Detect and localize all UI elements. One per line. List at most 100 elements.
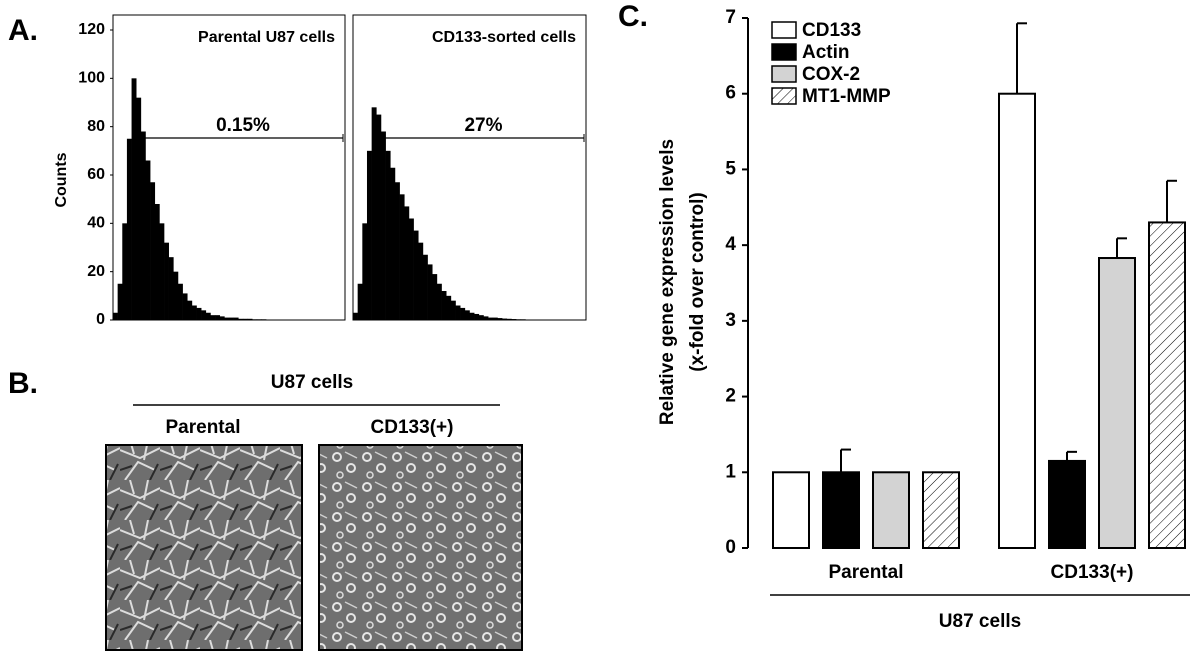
histogram-bar: [261, 319, 267, 320]
histogram-bar: [506, 318, 512, 320]
bar: [822, 471, 860, 549]
gate-annotation: 0.15%: [216, 115, 270, 136]
histogram-bar: [362, 223, 368, 320]
histogram-title: Parental U87 cells: [198, 29, 335, 46]
image-caption: CD133(+): [371, 417, 454, 438]
y-tick-label: 0: [96, 311, 105, 328]
legend-label: COX-2: [802, 64, 860, 85]
histogram-bar: [224, 317, 230, 320]
histogram-bar: [131, 78, 137, 320]
y-tick-label: 40: [87, 215, 105, 232]
y-tick-label: 2: [725, 386, 736, 407]
legend-swatch: [771, 21, 797, 39]
legend-label: Actin: [802, 42, 850, 63]
y-tick-label: 100: [78, 70, 105, 87]
histogram-bar: [357, 283, 363, 320]
histogram-bar: [177, 283, 183, 320]
histogram-bar: [422, 254, 428, 320]
y-tick-label: 0: [725, 537, 736, 558]
y-tick-label: 7: [725, 7, 736, 28]
micrograph: [318, 444, 523, 651]
histogram-bar: [210, 315, 216, 320]
histogram-bar: [187, 300, 193, 320]
image-caption: Parental: [166, 417, 241, 438]
group-label: U87 cells: [271, 372, 353, 393]
histogram-bar: [229, 317, 234, 320]
histogram-bar: [492, 317, 498, 320]
legend-label: CD133: [802, 20, 861, 41]
histogram-bar: [159, 223, 165, 320]
histogram-bar: [469, 312, 475, 320]
histogram-bar: [460, 307, 466, 320]
y-tick-label: 1: [725, 461, 736, 482]
histogram-bar: [455, 305, 461, 320]
histogram-bar: [182, 293, 188, 320]
histogram-bar: [126, 138, 132, 320]
bar: [1148, 221, 1186, 550]
histogram-bar: [520, 319, 526, 320]
histogram-bar: [497, 318, 503, 320]
histogram-bar: [173, 271, 179, 320]
histogram-bar: [205, 312, 211, 320]
histogram-bar: [488, 317, 494, 320]
histogram-bar: [191, 305, 197, 320]
histogram-bar: [418, 242, 424, 320]
histogram-bar: [446, 295, 452, 320]
histogram-bar: [122, 223, 128, 320]
histogram-bar: [436, 283, 442, 320]
histogram-bar: [154, 204, 160, 320]
histogram-bar: [215, 315, 221, 320]
histogram-bar: [399, 194, 405, 320]
legend-label: MT1-MMP: [802, 86, 891, 107]
histogram-bar: [196, 307, 202, 320]
y-tick-label: 80: [87, 118, 105, 135]
histogram-bar: [238, 318, 244, 320]
y-tick-label: 60: [87, 166, 105, 183]
panel-label: A.: [8, 14, 38, 47]
panel-label: B.: [8, 367, 38, 400]
histogram-bar: [168, 257, 174, 320]
histogram-bar: [371, 107, 377, 320]
histogram-bar: [233, 317, 239, 320]
x-tick-label: CD133(+): [1051, 562, 1134, 583]
x-axis-label: U87 cells: [939, 611, 1021, 632]
histogram-bar: [450, 300, 456, 320]
histogram-bar: [432, 274, 438, 320]
histogram-bar: [404, 206, 410, 320]
bar: [998, 92, 1036, 549]
histogram-bar: [413, 230, 419, 320]
histogram-bar: [353, 312, 358, 320]
x-tick-label: Parental: [829, 562, 904, 583]
bar: [1098, 257, 1136, 549]
histogram-bar: [242, 318, 248, 320]
histogram-bar: [483, 316, 489, 320]
histogram-title: CD133-sorted cells: [432, 29, 576, 46]
histogram-bar: [219, 316, 225, 320]
histogram-bar: [376, 114, 382, 320]
histogram-bar: [474, 313, 480, 320]
legend-swatch: [771, 65, 797, 83]
gate-annotation: 27%: [464, 115, 502, 136]
histogram-bar: [502, 318, 508, 320]
panel-label: C.: [618, 0, 648, 33]
histogram-bar: [427, 264, 433, 320]
y-axis-label: Counts: [53, 152, 70, 207]
histogram-bar: [201, 310, 207, 320]
histogram-bar: [252, 319, 258, 320]
legend-swatch: [771, 87, 797, 105]
y-tick-label: 6: [725, 83, 736, 104]
bar: [922, 471, 960, 549]
y-axis-label: Relative gene expression levels: [657, 139, 678, 425]
y-tick-label: 120: [78, 21, 105, 38]
histogram-bar: [464, 310, 470, 320]
histogram-bar: [408, 218, 414, 320]
histogram-bar: [390, 167, 396, 320]
histogram-bar: [117, 283, 123, 320]
y-tick-label: 3: [725, 310, 736, 331]
histogram-bar: [140, 131, 146, 320]
y-axis-label: (x-fold over control): [687, 192, 708, 371]
y-tick-label: 5: [725, 158, 736, 179]
histogram-bar: [478, 315, 484, 320]
histogram-bar: [136, 97, 142, 321]
histogram-bar: [113, 312, 118, 320]
